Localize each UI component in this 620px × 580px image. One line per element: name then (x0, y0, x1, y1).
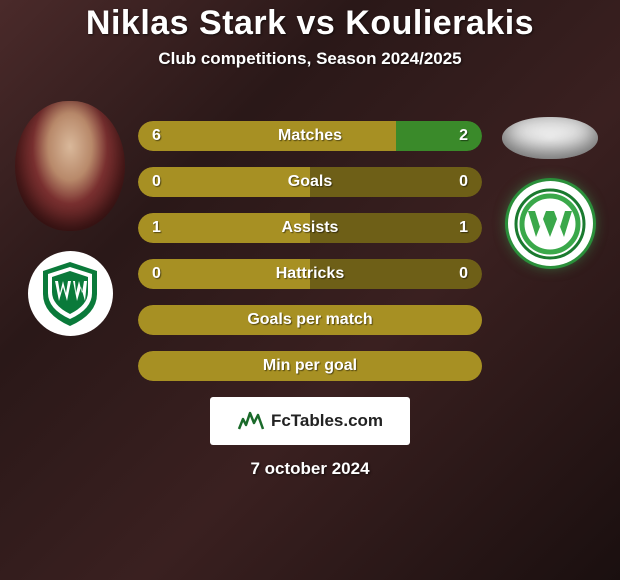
player-right-column (490, 101, 610, 266)
werder-bremen-icon (35, 259, 105, 329)
stat-fill-left (138, 121, 396, 151)
stat-row: 6 2 Matches (138, 121, 482, 151)
stat-label: Matches (278, 127, 342, 145)
stat-row: 1 1 Assists (138, 213, 482, 243)
stat-label: Goals (288, 173, 332, 191)
stat-row: Goals per match (138, 305, 482, 335)
stat-value-left: 6 (152, 127, 161, 145)
stat-value-right: 0 (459, 173, 468, 191)
player-left-club-badge (28, 251, 113, 336)
stat-fill-left (138, 167, 310, 197)
page-subtitle: Club competitions, Season 2024/2025 (0, 49, 620, 69)
player-right-photo (502, 117, 598, 159)
fctables-icon (237, 409, 265, 433)
stat-label: Hattricks (276, 265, 344, 283)
page-title: Niklas Stark vs Koulierakis (0, 4, 620, 43)
branding-badge: FcTables.com (210, 397, 410, 445)
stat-row: 0 0 Hattricks (138, 259, 482, 289)
player-left-column (10, 101, 130, 336)
player-right-club-badge (508, 181, 593, 266)
stat-value-left: 0 (152, 173, 161, 191)
stat-label: Goals per match (247, 311, 372, 329)
stat-fill-right (310, 167, 482, 197)
stat-value-right: 2 (459, 127, 468, 145)
stat-row: Min per goal (138, 351, 482, 381)
stat-row: 0 0 Goals (138, 167, 482, 197)
stat-value-left: 0 (152, 265, 161, 283)
wolfsburg-icon (513, 187, 587, 261)
branding-label: FcTables.com (271, 411, 383, 431)
player-left-photo (15, 101, 125, 231)
stats-bars: 6 2 Matches 0 0 Goals 1 1 Assists 0 0 Hattricks Goal… (138, 121, 482, 397)
comparison-panel: 6 2 Matches 0 0 Goals 1 1 Assists 0 0 Hattricks Goal… (0, 101, 620, 391)
stat-fill-right (396, 121, 482, 151)
stat-value-left: 1 (152, 219, 161, 237)
date-label: 7 october 2024 (0, 459, 620, 479)
stat-label: Min per goal (263, 357, 357, 375)
stat-label: Assists (282, 219, 339, 237)
stat-value-right: 0 (459, 265, 468, 283)
stat-value-right: 1 (459, 219, 468, 237)
